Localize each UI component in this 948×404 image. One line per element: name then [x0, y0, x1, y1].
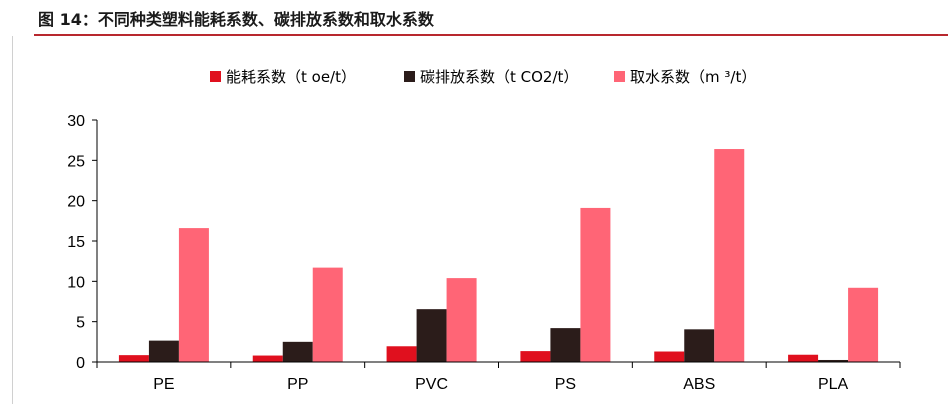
legend-swatch: [404, 71, 415, 82]
legend-label: 碳排放系数（t CO2/t）: [420, 68, 578, 86]
bar-pe-series-3: [178, 228, 209, 362]
x-category-label: ABS: [683, 376, 715, 393]
y-tick-label: 20: [67, 194, 85, 211]
legend-label: 能耗系数（t oe/t）: [226, 68, 356, 86]
bar-ps-series-1: [520, 351, 551, 362]
x-category-label: PLA: [818, 376, 849, 393]
y-tick-label: 5: [76, 315, 85, 332]
left-border: [12, 36, 13, 404]
bar-pp-series-2: [282, 341, 313, 362]
title-rule: [34, 34, 948, 36]
x-category-label: PP: [287, 376, 308, 393]
legend-label: 取水系数（m ³/t）: [630, 68, 756, 86]
y-tick-label: 10: [67, 274, 85, 291]
bar-pp-series-3: [312, 267, 343, 362]
bar-abs-series-3: [714, 149, 745, 362]
x-category-label: PS: [555, 376, 576, 393]
x-category-label: PVC: [415, 376, 448, 393]
bar-pla-series-1: [788, 354, 819, 362]
legend-swatch: [614, 71, 625, 82]
figure-title: 图 14：不同种类塑料能耗系数、碳排放系数和取水系数: [38, 10, 434, 29]
bar-pe-series-2: [148, 340, 179, 362]
x-category-label: PE: [153, 376, 174, 393]
y-tick-label: 25: [67, 153, 85, 170]
bar-pvc-series-3: [446, 278, 477, 362]
legend-swatch: [210, 71, 221, 82]
bar-abs-series-1: [654, 351, 685, 362]
bar-pp-series-1: [252, 355, 283, 362]
y-tick-label: 0: [76, 355, 85, 372]
y-tick-label: 15: [67, 234, 85, 251]
bar-ps-series-3: [580, 207, 611, 362]
y-axis: 0 5 10 15 20 25 30: [67, 113, 98, 372]
x-axis: PE PP PVC PS ABS PLA: [96, 361, 901, 393]
bar-pla-series-3: [848, 287, 879, 362]
y-tick-label: 30: [67, 113, 85, 130]
bars: [118, 149, 879, 362]
legend: 能耗系数（t oe/t） 碳排放系数（t CO2/t） 取水系数（m ³/t）: [210, 68, 756, 86]
bar-abs-series-2: [684, 329, 715, 362]
bar-pvc-series-1: [386, 346, 417, 362]
bar-pvc-series-2: [416, 309, 447, 362]
bar-pla-series-2: [818, 359, 849, 362]
bar-ps-series-2: [550, 328, 581, 362]
bar-pe-series-1: [118, 355, 149, 362]
